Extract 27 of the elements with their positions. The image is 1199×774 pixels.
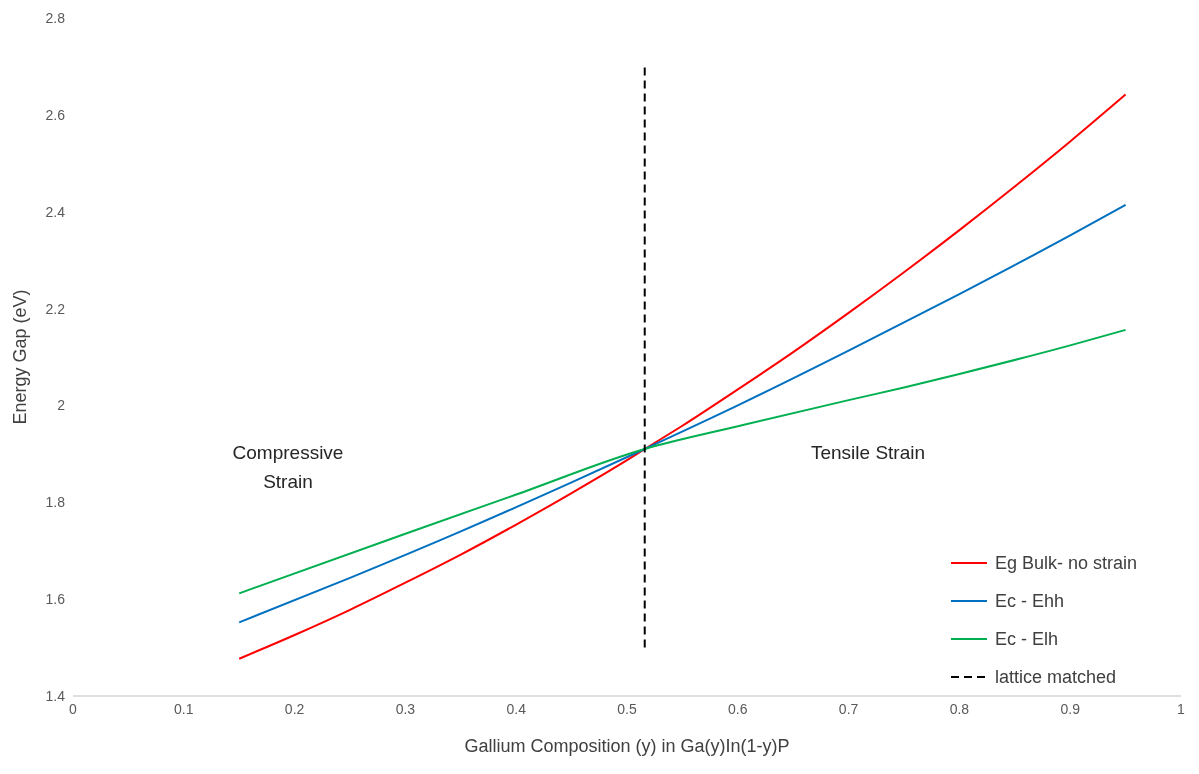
legend-label: lattice matched	[995, 666, 1117, 688]
x-tick-label: 0.1	[174, 700, 194, 717]
y-tick-label: 2.8	[45, 9, 66, 26]
y-tick-label: 1.6	[45, 591, 66, 608]
legend-label: Eg Bulk- no strain	[995, 552, 1138, 574]
y-tick-label: 1.8	[45, 494, 66, 511]
x-tick-label: 0.4	[506, 700, 527, 717]
x-tick-label: 0.5	[617, 700, 637, 717]
x-tick-label: 0.7	[838, 700, 859, 717]
y-tick-label: 2.6	[45, 106, 66, 123]
annotation: Compressive Strain	[231, 441, 345, 494]
x-tick-label: 0.2	[284, 700, 305, 717]
y-tick-label: 2	[57, 397, 66, 414]
y-tick-label: 2.2	[45, 300, 66, 317]
x-tick-label: 1	[1177, 700, 1186, 717]
x-tick-label: 0.6	[728, 700, 748, 717]
annotation: Tensile Strain	[809, 441, 927, 465]
x-tick-label: 0.3	[395, 700, 416, 717]
legend-label: Ec - Ehh	[995, 590, 1065, 612]
y-tick-label: 2.4	[45, 203, 66, 220]
x-tick-label: 0.8	[949, 700, 970, 717]
x-axis-title: Gallium Composition (y) in Ga(y)In(1-y)P	[464, 736, 790, 756]
y-axis-title: Energy Gap (eV)	[10, 289, 31, 425]
y-tick-label: 1.4	[45, 687, 66, 704]
legend-label: Ec - Elh	[995, 628, 1059, 650]
x-tick-label: 0.9	[1060, 700, 1081, 717]
x-tick-label: 0	[69, 700, 78, 717]
